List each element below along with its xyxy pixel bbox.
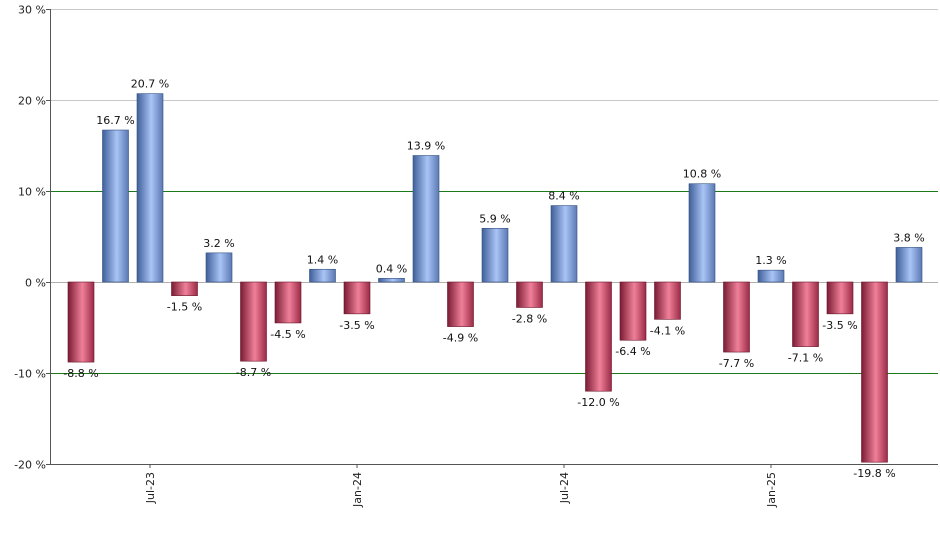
bar-20 [757,269,785,283]
bar-4 [205,252,233,283]
bar-0 [67,281,95,363]
bar-9 [378,278,405,283]
data-label-15: -12.0 % [577,396,619,409]
bar-15 [585,281,612,392]
bar-21 [792,281,819,347]
data-label-4: 3.2 % [203,237,234,250]
bar-19 [723,281,750,353]
data-label-22: -3.5 % [822,319,857,332]
data-label-9: 0.4 % [376,262,407,275]
bar-18 [688,183,716,283]
data-label-11: -4.9 % [443,332,478,345]
bar-10 [412,155,440,283]
data-label-12: 5.9 % [479,212,510,225]
x-tick-label: Jan-25 [765,472,778,508]
bar-22 [826,281,854,315]
bar-2 [136,93,164,283]
label-layer: -8.8 % 16.7 % 20.7 % -1.5 % 3.2 % -8.7 % -4.5 … [63,78,924,481]
bar-8 [343,281,371,315]
data-label-13: -2.8 % [512,312,547,325]
bar-16 [619,281,647,341]
data-label-2: 20.7 % [131,78,169,91]
bar-6 [274,281,302,324]
x-tick-label: Jul-24 [558,472,571,504]
bar-5 [240,281,267,362]
axis-layer: 30 % 20 % 10 % 0 % -10 % -20 % Jul-23 Jan-24 Jul… [14,4,938,508]
data-label-3: -1.5 % [167,301,202,314]
bar-layer [67,93,923,463]
data-label-14: 8.4 % [548,190,579,203]
bar-13 [516,281,543,308]
data-label-8: -3.5 % [339,319,374,332]
data-label-17: -4.1 % [650,324,685,337]
data-label-21: -7.1 % [788,352,823,365]
bar-14 [550,205,578,283]
data-label-18: 10.8 % [683,168,721,181]
y-tick-label: 0 % [25,277,46,290]
bar-7 [309,268,336,283]
data-label-10: 13.9 % [407,140,445,153]
y-tick-label: -20 % [14,459,46,472]
bar-12 [481,228,509,283]
x-tick-label: Jan-24 [351,472,364,508]
data-label-6: -4.5 % [270,328,305,341]
data-label-0: -8.8 % [63,367,98,380]
bar-1 [102,129,129,283]
bar-24 [895,247,923,283]
y-tick-label: 20 % [18,95,46,108]
bar-3 [171,281,198,296]
bar-11 [447,281,474,327]
bar-17 [654,281,681,320]
data-label-19: -7.7 % [719,357,754,370]
data-label-5: -8.7 % [236,366,271,379]
x-tick-label: Jul-23 [144,472,157,504]
bar-23 [861,281,888,463]
data-label-20: 1.3 % [755,254,786,267]
data-label-1: 16.7 % [96,114,134,127]
data-label-23: -19.8 % [853,467,895,480]
y-tick-label: 30 % [18,4,46,17]
data-label-7: 1.4 % [307,253,338,266]
data-label-16: -6.4 % [615,345,650,358]
y-tick-label: -10 % [14,368,46,381]
y-tick-label: 10 % [18,186,46,199]
data-label-24: 3.8 % [893,231,924,244]
